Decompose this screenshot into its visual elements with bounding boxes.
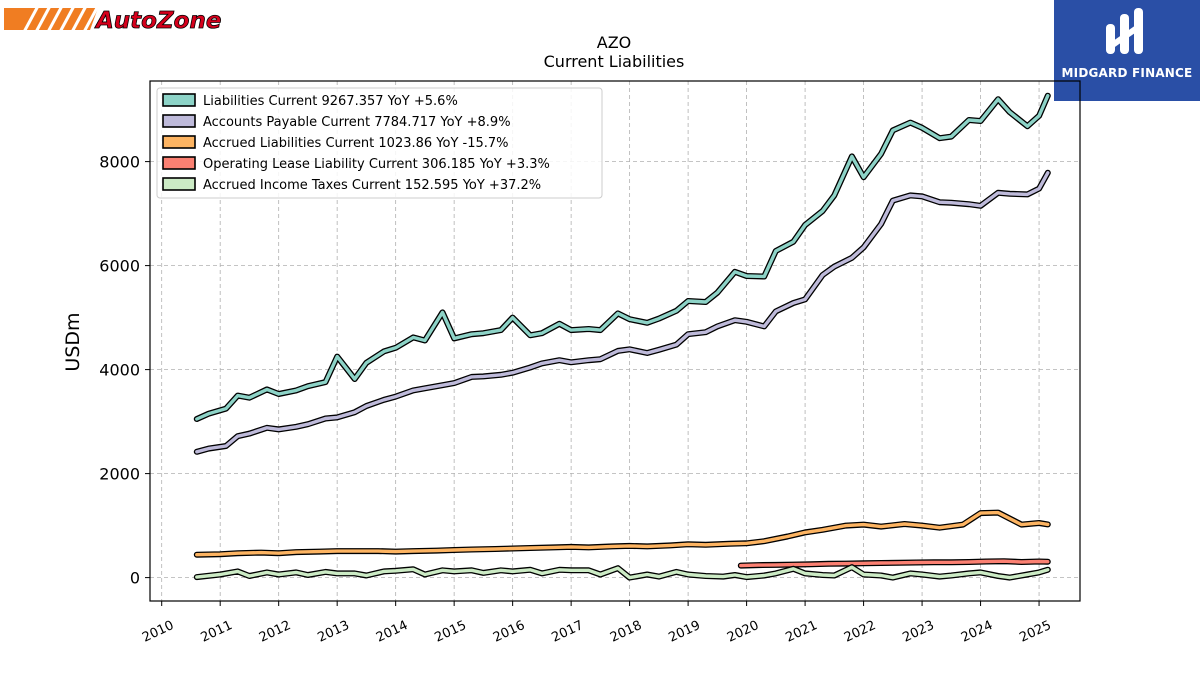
legend-entry: Operating Lease Liability Current 306.18… [203, 157, 550, 172]
x-axis-ticks: 2010 2011 2012 2013 2014 2015 2016 2017 2018 2019… [140, 601, 1054, 646]
y-tick-label: 0 [130, 569, 140, 588]
series-line [195, 171, 1050, 454]
x-tick-label: 2014 [374, 618, 410, 646]
chart-title: AZO [597, 33, 632, 52]
x-tick-label: 2020 [725, 618, 761, 646]
x-tick-label: 2011 [199, 618, 235, 646]
series-accounts-payable-current [193, 169, 1051, 455]
x-tick-label: 2013 [316, 618, 352, 646]
series-outline [193, 509, 1051, 558]
legend-entry: Accounts Payable Current 7784.717 YoY +8… [203, 115, 511, 130]
y-axis-label: USDm [62, 312, 84, 371]
x-tick-label: 2016 [491, 618, 527, 646]
series-operating-lease-liability-current [737, 558, 1051, 569]
legend-swatch [162, 177, 196, 191]
series-accrued-liabilities-current [193, 509, 1051, 558]
x-tick-label: 2017 [549, 618, 585, 646]
legend-entry: Accrued Income Taxes Current 152.595 YoY… [203, 178, 541, 193]
x-tick-label: 2010 [140, 618, 176, 646]
legend-entry: Liabilities Current 9267.357 YoY +5.6% [203, 94, 458, 109]
series-line [739, 559, 1050, 568]
autozone-wordmark: AutoZone [94, 8, 221, 34]
autozone-logo: AutoZone [4, 4, 236, 34]
series-liabilities-current [193, 92, 1051, 422]
series-line [195, 565, 1050, 580]
x-tick-label: 2024 [959, 618, 995, 646]
series-line [195, 510, 1050, 557]
x-tick-label: 2025 [1017, 618, 1053, 646]
x-tick-label: 2018 [608, 618, 644, 646]
midgard-mark-icon [1106, 8, 1143, 54]
legend-swatch [162, 135, 196, 149]
y-tick-label: 8000 [99, 153, 140, 172]
y-tick-label: 6000 [99, 257, 140, 276]
series-lines [193, 92, 1051, 581]
midgard-finance-logo: MIDGARD FINANCE [1054, 0, 1200, 101]
y-tick-label: 2000 [99, 465, 140, 484]
x-tick-label: 2022 [842, 618, 878, 646]
chart-subtitle: Current Liabilities [544, 52, 685, 71]
y-tick-label: 4000 [99, 361, 140, 380]
x-tick-label: 2023 [900, 618, 936, 646]
legend-entry: Accrued Liabilities Current 1023.86 YoY … [203, 136, 509, 151]
x-tick-label: 2021 [783, 618, 819, 646]
legend-swatch [162, 93, 196, 107]
y-axis-ticks: 0 2000 4000 6000 8000 [99, 153, 150, 588]
midgard-finance-label: MIDGARD FINANCE [1061, 66, 1193, 80]
autozone-logo-graphic: AutoZone [4, 5, 222, 34]
x-tick-label: 2012 [257, 618, 293, 646]
legend-swatch [162, 156, 196, 170]
legend-swatch [162, 114, 196, 128]
series-accrued-income-taxes-current [193, 564, 1051, 581]
autozone-stripes [22, 5, 100, 33]
plot-frame [149, 80, 1081, 602]
x-tick-label: 2019 [666, 618, 702, 646]
x-tick-label: 2015 [433, 618, 469, 646]
series-line [195, 93, 1050, 421]
legend-box [156, 87, 603, 199]
legend: Liabilities Current 9267.357 YoY +5.6% Ac… [156, 87, 603, 199]
